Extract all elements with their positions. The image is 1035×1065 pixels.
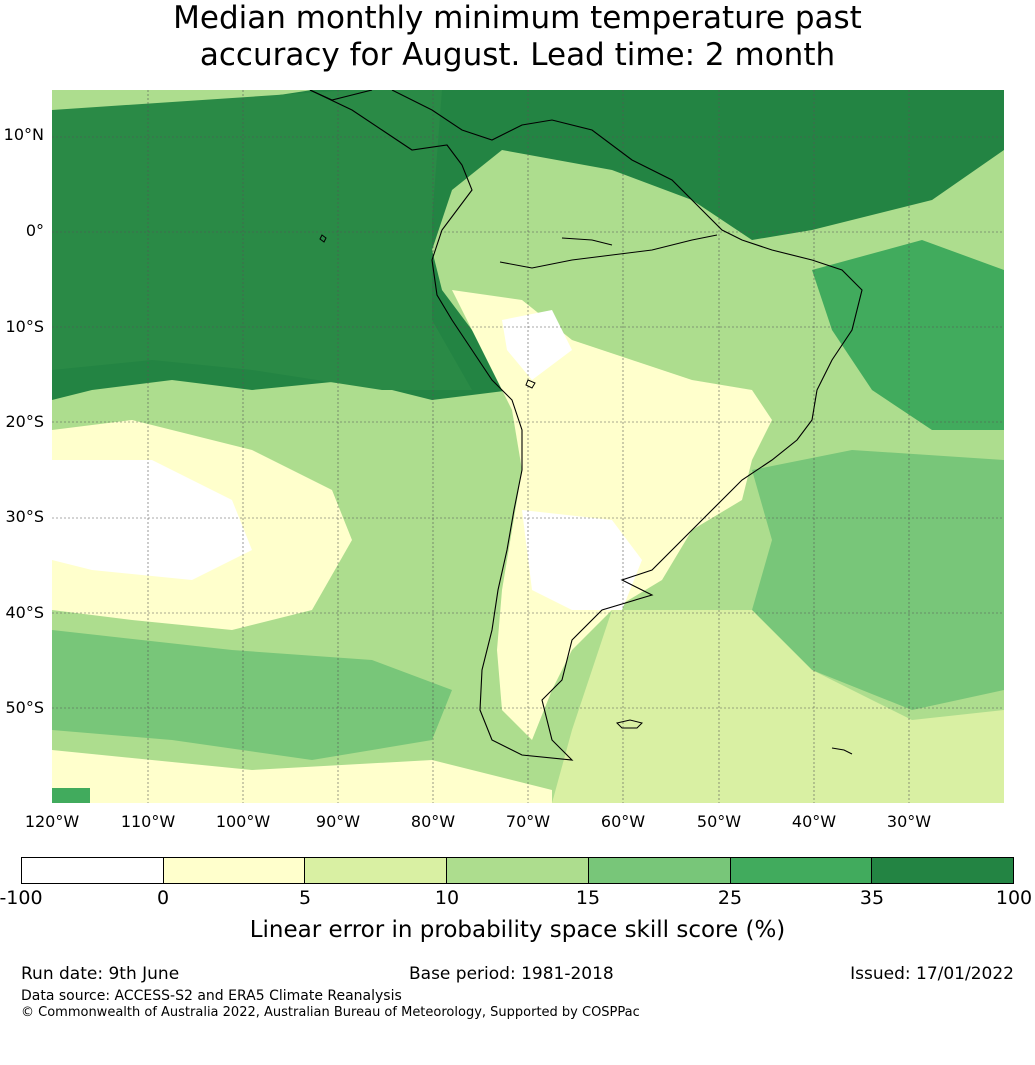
colorbar-segment-6: [872, 858, 1014, 883]
map-svg: [52, 90, 1004, 803]
south-georgia: [831, 747, 853, 755]
colorbar-segment-5: [730, 858, 873, 883]
copyright: © Commonwealth of Australia 2022, Austra…: [21, 1005, 640, 1020]
region-high-skill-pacific: [52, 90, 472, 390]
river-amazon: [499, 234, 718, 269]
lon-label-70w: 70°W: [505, 812, 551, 831]
colorbar-segment-3: [447, 858, 589, 883]
colorbar-segment-4: [588, 858, 731, 883]
map-title: Median monthly minimum temperature past …: [0, 0, 1035, 74]
colorbar: [21, 857, 1014, 884]
colorbar-tick-35: 35: [859, 887, 885, 909]
lat-label-0: 0°: [25, 221, 44, 240]
data-source: Data source: ACCESS-S2 and ERA5 Climate …: [21, 988, 402, 1004]
title-line-2: accuracy for August. Lead time: 2 month: [199, 37, 836, 73]
colorbar-tick-10: 10: [434, 887, 460, 909]
region-negative-skill-pacific: [52, 460, 252, 580]
coastline-central-america: [309, 90, 373, 101]
lon-label-80w: 80°W: [410, 812, 456, 831]
lon-label-50w: 50°W: [696, 812, 742, 831]
graticule: [52, 90, 1004, 803]
colorbar-tick-25: 25: [717, 887, 743, 909]
colorbar-tick-minus100: -100: [0, 887, 43, 909]
lon-label-120w: 120°W: [24, 812, 80, 831]
region-mid-skill-atlantic: [752, 450, 1004, 710]
coastline-south-america: [309, 90, 863, 761]
lon-label-110w: 110°W: [120, 812, 176, 831]
colorbar-tick-100: 100: [995, 887, 1033, 909]
lat-label-40s: 40°S: [5, 603, 44, 622]
lat-label-20s: 20°S: [5, 412, 44, 431]
region-negative-skill-pampas: [522, 510, 642, 610]
region-low-skill-southern-ocean: [52, 750, 552, 803]
galapagos-islands: [319, 234, 327, 243]
colorbar-segment-0: [22, 858, 164, 883]
colorbar-segment-2: [305, 858, 448, 883]
colorbar-tick-0: 0: [156, 887, 170, 909]
lon-label-100w: 100°W: [215, 812, 271, 831]
lon-label-60w: 60°W: [600, 812, 646, 831]
issued-date: Issued: 17/01/2022: [850, 964, 1014, 984]
region-negative-skill-bolivia: [502, 310, 572, 380]
colorbar-label: Linear error in probability space skill …: [249, 917, 786, 943]
lon-label-30w: 30°W: [886, 812, 932, 831]
region-low-skill-continent: [452, 290, 772, 740]
lat-label-50s: 50°S: [5, 698, 44, 717]
lon-label-90w: 90°W: [315, 812, 361, 831]
title-line-1: Median monthly minimum temperature past: [173, 0, 862, 36]
river-amazon-north: [561, 237, 613, 246]
run-date: Run date: 9th June: [21, 964, 180, 984]
lon-label-40w: 40°W: [791, 812, 837, 831]
region-corner-high: [52, 788, 90, 803]
base-period: Base period: 1981-2018: [409, 964, 614, 984]
falkland-islands: [616, 719, 643, 729]
lat-label-10s: 10°S: [5, 317, 44, 336]
colorbar-tick-15: 15: [575, 887, 601, 909]
colorbar-tick-5: 5: [298, 887, 312, 909]
colorbar-segment-1: [163, 858, 306, 883]
lat-label-10n: 10°N: [3, 125, 44, 144]
region-low-skill-south-atlantic: [552, 610, 1004, 803]
lat-label-30s: 30°S: [5, 507, 44, 526]
region-mid-skill-south: [52, 630, 452, 760]
lake-titicaca: [525, 379, 536, 389]
skill-score-map: [52, 90, 1004, 803]
